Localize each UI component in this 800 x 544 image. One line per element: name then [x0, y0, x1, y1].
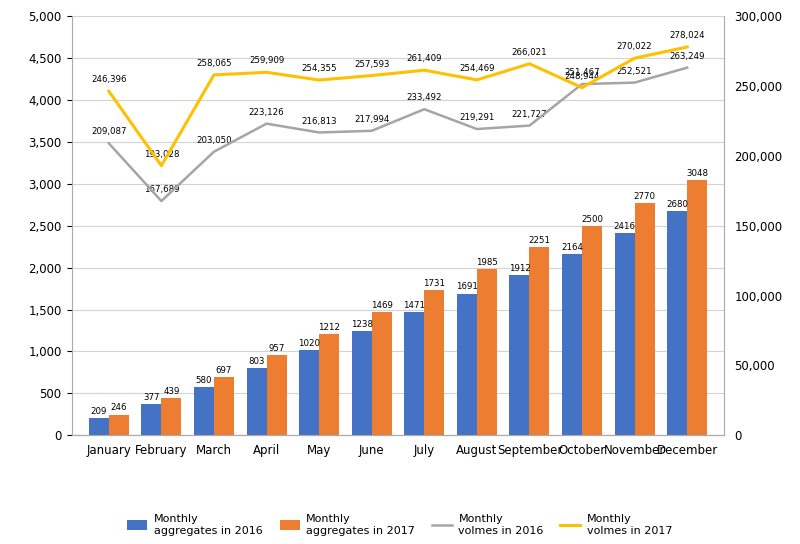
Text: 1731: 1731 — [423, 279, 446, 288]
Monthly
volmes in 2017 — [419, 67, 429, 73]
Text: 270,022: 270,022 — [617, 42, 653, 51]
Monthly
volmes in 2016 — [314, 129, 324, 136]
Text: 1469: 1469 — [370, 301, 393, 310]
Bar — [89, 418, 109, 435]
Text: 248,944: 248,944 — [564, 72, 600, 81]
Text: 2500: 2500 — [581, 215, 603, 224]
Text: 246,396: 246,396 — [91, 75, 126, 84]
Monthly
volmes in 2017 — [314, 77, 324, 83]
Bar — [530, 246, 550, 435]
Text: 261,409: 261,409 — [406, 54, 442, 63]
Text: 697: 697 — [216, 366, 232, 375]
Text: 223,126: 223,126 — [249, 108, 284, 117]
Monthly
volmes in 2016 — [472, 126, 482, 132]
Text: 1985: 1985 — [476, 258, 498, 267]
Bar — [562, 254, 582, 435]
Text: 252,521: 252,521 — [617, 67, 653, 76]
Monthly
volmes in 2017 — [157, 163, 166, 169]
Bar — [614, 233, 634, 435]
Text: 2770: 2770 — [634, 192, 656, 201]
Text: 219,291: 219,291 — [459, 113, 494, 122]
Text: 233,492: 233,492 — [406, 93, 442, 102]
Text: 193,028: 193,028 — [144, 150, 179, 159]
Bar — [194, 387, 214, 435]
Bar — [477, 269, 497, 435]
Bar — [667, 211, 687, 435]
Text: 251,467: 251,467 — [564, 68, 600, 77]
Text: 1212: 1212 — [318, 323, 340, 332]
Text: 1238: 1238 — [350, 320, 373, 329]
Text: 278,024: 278,024 — [670, 31, 705, 40]
Monthly
volmes in 2016 — [104, 140, 114, 146]
Monthly
volmes in 2016 — [209, 149, 218, 155]
Bar — [510, 275, 530, 435]
Monthly
volmes in 2016 — [419, 106, 429, 113]
Text: 258,065: 258,065 — [196, 59, 232, 68]
Legend: Monthly
aggregates in 2016, Monthly
aggregates in 2017, Monthly
volmes in 2016, : Monthly aggregates in 2016, Monthly aggr… — [127, 514, 673, 536]
Text: 209: 209 — [90, 406, 107, 416]
Monthly
volmes in 2017 — [630, 55, 639, 61]
Bar — [424, 290, 444, 435]
Text: 803: 803 — [248, 357, 265, 366]
Bar — [634, 203, 654, 435]
Text: 221,727: 221,727 — [512, 110, 547, 119]
Text: 167,689: 167,689 — [144, 185, 179, 194]
Text: 259,909: 259,909 — [249, 57, 284, 65]
Text: 209,087: 209,087 — [91, 127, 126, 137]
Monthly
volmes in 2017 — [472, 77, 482, 83]
Text: 439: 439 — [163, 387, 179, 397]
Text: 2416: 2416 — [614, 222, 636, 231]
Text: 1471: 1471 — [403, 301, 426, 310]
Monthly
volmes in 2017 — [578, 84, 587, 91]
Monthly
volmes in 2017 — [104, 88, 114, 95]
Monthly
volmes in 2016 — [630, 79, 639, 86]
Bar — [319, 333, 339, 435]
Monthly
volmes in 2016 — [367, 127, 377, 134]
Text: 3048: 3048 — [686, 169, 708, 178]
Bar — [266, 355, 286, 435]
Text: 266,021: 266,021 — [512, 48, 547, 57]
Bar — [372, 312, 392, 435]
Bar — [142, 404, 162, 435]
Text: 1691: 1691 — [456, 282, 478, 292]
Monthly
volmes in 2016 — [525, 122, 534, 129]
Monthly
volmes in 2017 — [367, 72, 377, 79]
Text: 246: 246 — [110, 404, 127, 412]
Monthly
volmes in 2017 — [262, 69, 271, 76]
Bar — [246, 368, 266, 435]
Monthly
volmes in 2017 — [682, 44, 692, 50]
Monthly
volmes in 2016 — [157, 198, 166, 205]
Text: 957: 957 — [268, 344, 285, 353]
Text: 1020: 1020 — [298, 339, 320, 348]
Text: 257,593: 257,593 — [354, 60, 390, 69]
Bar — [214, 377, 234, 435]
Monthly
volmes in 2017 — [209, 72, 218, 78]
Text: 580: 580 — [196, 375, 212, 385]
Text: 216,813: 216,813 — [302, 116, 337, 126]
Text: 2680: 2680 — [666, 200, 688, 208]
Bar — [404, 312, 424, 435]
Monthly
volmes in 2016 — [682, 64, 692, 71]
Text: 377: 377 — [143, 393, 160, 401]
Bar — [582, 226, 602, 435]
Bar — [299, 350, 319, 435]
Bar — [162, 398, 182, 435]
Monthly
volmes in 2016 — [578, 81, 587, 88]
Bar — [457, 294, 477, 435]
Bar — [109, 415, 129, 435]
Text: 254,469: 254,469 — [459, 64, 494, 73]
Text: 2251: 2251 — [529, 236, 550, 244]
Monthly
volmes in 2016 — [262, 120, 271, 127]
Bar — [352, 331, 372, 435]
Monthly
volmes in 2017 — [525, 60, 534, 67]
Bar — [687, 180, 707, 435]
Text: 2164: 2164 — [561, 243, 583, 252]
Text: 1912: 1912 — [509, 264, 530, 273]
Text: 217,994: 217,994 — [354, 115, 390, 124]
Text: 203,050: 203,050 — [196, 136, 232, 145]
Text: 263,249: 263,249 — [670, 52, 705, 61]
Line: Monthly
volmes in 2016: Monthly volmes in 2016 — [109, 67, 687, 201]
Text: 254,355: 254,355 — [302, 64, 337, 73]
Line: Monthly
volmes in 2017: Monthly volmes in 2017 — [109, 47, 687, 166]
